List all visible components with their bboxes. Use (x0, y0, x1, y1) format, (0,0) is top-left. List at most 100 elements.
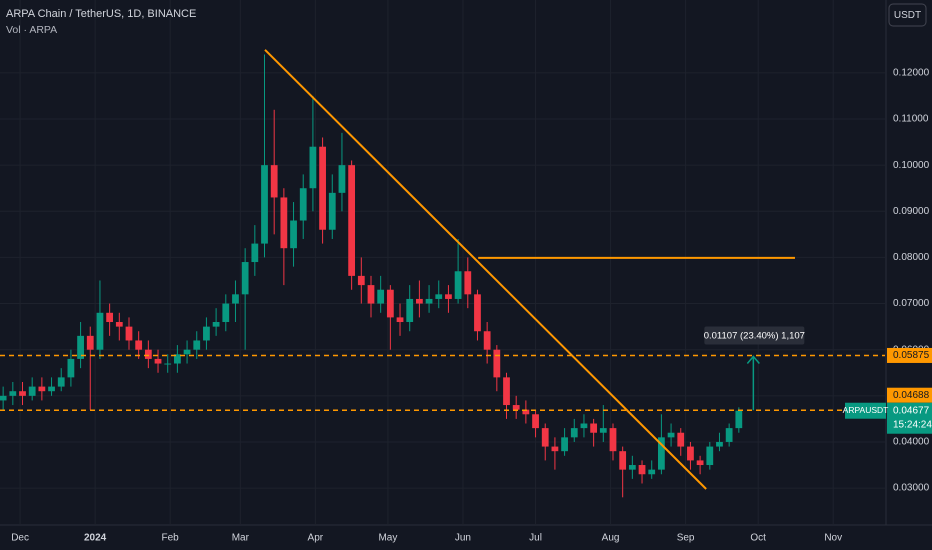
candle-body (619, 451, 627, 470)
y-tick-label: 0.08000 (893, 252, 930, 263)
symbol-tag: ARPAUSDT (843, 405, 889, 415)
candle-body (580, 423, 588, 429)
candle-body (203, 326, 210, 341)
candle-body (125, 326, 133, 341)
candle-body (425, 298, 433, 304)
currency-label[interactable]: USDT (894, 10, 921, 21)
candle-body (512, 405, 520, 410)
x-tick-label: Apr (308, 533, 324, 544)
candle-body (280, 197, 288, 249)
candle-body (522, 409, 530, 415)
candle-body (115, 322, 123, 327)
candle-body (706, 446, 714, 466)
candle-body (474, 294, 481, 332)
x-tick-label: 2024 (84, 533, 107, 544)
candle-body (570, 428, 578, 438)
candle-body (106, 312, 114, 323)
candle-body (328, 192, 336, 230)
candle-body (96, 312, 104, 350)
x-tick-label: Nov (824, 533, 842, 544)
candle-body (338, 165, 346, 193)
candle-body (454, 271, 462, 299)
candle-body (406, 298, 414, 323)
chart-title: ARPA Chain / TetherUS, 1D, BINANCE (6, 8, 196, 20)
candle-body (658, 437, 665, 470)
candle-body (164, 363, 172, 365)
candle-body (464, 271, 472, 295)
level-tag: 0.04688 (893, 390, 930, 401)
trend-line (264, 49, 707, 490)
last-price-tag: 0.04677 (893, 405, 930, 416)
candle-body (144, 349, 152, 359)
y-tick-label: 0.07000 (893, 298, 930, 309)
candle-body (251, 243, 259, 263)
overlay: 0.01107 (23.40%) 1,107 (0, 49, 885, 490)
candle-body (28, 386, 36, 396)
candle-body (628, 465, 636, 470)
x-tick-label: May (378, 533, 397, 544)
candle-body (290, 220, 297, 249)
x-tick-label: Mar (232, 533, 250, 544)
plot-area (0, 0, 885, 525)
y-tick-label: 0.03000 (893, 483, 930, 494)
candle-body (222, 303, 230, 323)
candle-body (687, 446, 694, 461)
countdown: 15:24:24 (893, 419, 932, 430)
candle-body (135, 340, 143, 350)
candle-body (435, 294, 443, 299)
candle-body (77, 335, 84, 359)
candle-body (212, 322, 220, 327)
candle-body (67, 358, 75, 378)
candle-body (241, 262, 249, 295)
candle-body (348, 165, 356, 276)
candle-body (396, 317, 404, 323)
candle-body (299, 188, 307, 221)
x-tick-label: Oct (750, 533, 766, 544)
candle-body (416, 298, 423, 304)
x-tick-label: Jul (529, 533, 542, 544)
candle-body (232, 294, 239, 304)
symbol-tag-bg (845, 402, 886, 419)
candle-body (193, 340, 201, 350)
candle-body (19, 391, 26, 396)
candle-body (38, 386, 46, 392)
candle-body (48, 386, 55, 392)
candle-body (483, 331, 491, 350)
candle-body (261, 165, 268, 244)
candle-body (493, 349, 501, 378)
candle-body (183, 349, 191, 355)
candle-body (725, 428, 733, 442)
x-tick-label: Jun (455, 533, 471, 544)
candle-body (86, 335, 94, 350)
y-tick-label: 0.11000 (893, 114, 929, 125)
candle-body (561, 437, 568, 452)
measure-arrowhead (746, 355, 760, 364)
y-tick-label: 0.12000 (893, 68, 930, 79)
x-tick-label: Feb (162, 533, 180, 544)
candle-body (309, 146, 317, 189)
candle-body (9, 391, 17, 396)
candle-body (735, 410, 743, 429)
measure-label: 0.01107 (23.40%) 1,107 (704, 330, 805, 341)
currency-button[interactable] (888, 3, 927, 27)
level-tag-bg (887, 387, 932, 403)
x-tick-label: Aug (602, 533, 620, 544)
x-tick-label: Dec (11, 533, 29, 544)
candle-body (377, 289, 385, 304)
candle-body (590, 423, 598, 433)
candle-body (386, 289, 394, 318)
candle-body (638, 465, 646, 475)
candle-body (551, 446, 559, 452)
candle-body (357, 275, 365, 286)
candle-body (696, 460, 704, 466)
level-tag: 0.05875 (893, 350, 930, 361)
candle-body (57, 377, 65, 387)
candle-body (716, 441, 723, 447)
candle-body (270, 165, 278, 198)
y-tick-label: 0.04000 (893, 437, 930, 448)
level-tag-bg (887, 347, 932, 363)
candle-body (445, 294, 452, 299)
volume-legend: Vol · ARPA (6, 24, 57, 36)
candle-body (599, 428, 607, 433)
